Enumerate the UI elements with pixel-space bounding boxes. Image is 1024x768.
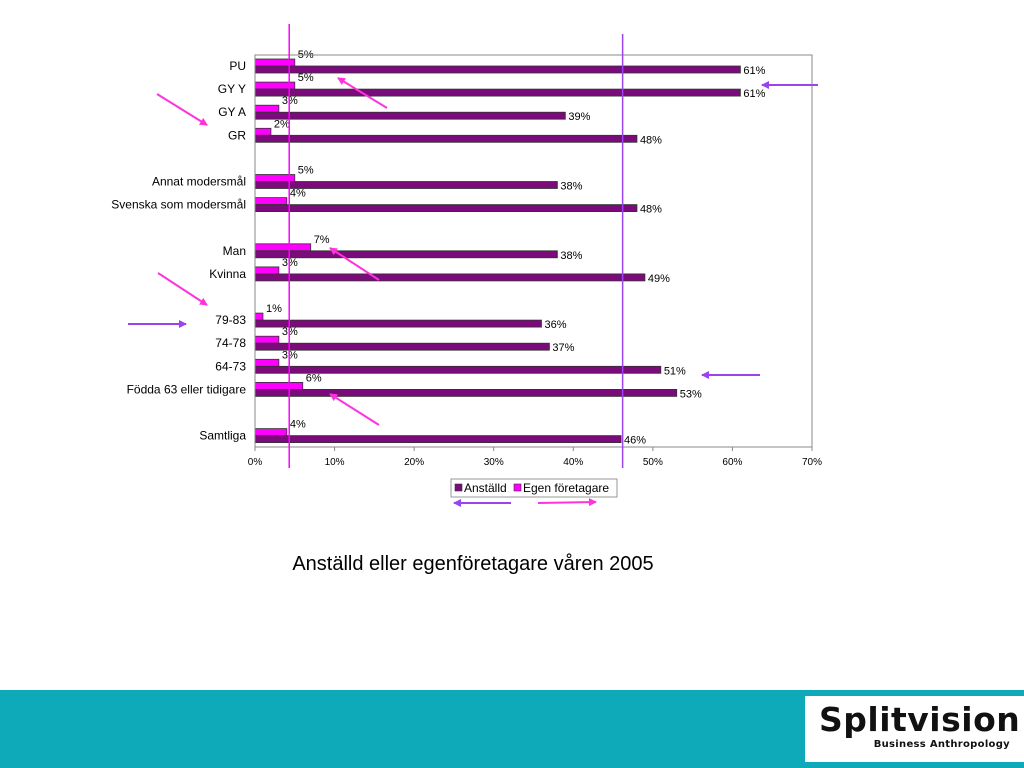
value-label-anstalld: 61% [743, 88, 765, 100]
value-label-anstalld: 53% [680, 388, 702, 400]
bar-anstalld [254, 435, 622, 444]
category-label: 79-83 [215, 313, 246, 327]
annotation-arrow [337, 77, 388, 109]
bar-anstalld [254, 273, 646, 282]
plot-area [254, 54, 813, 448]
bar-egen-foretagare [254, 127, 272, 136]
bar-anstalld [254, 65, 741, 74]
bar-anstalld [254, 319, 542, 328]
category-label: 64-73 [215, 359, 246, 373]
annotation-arrow [157, 272, 208, 306]
value-label-egen-foretagare: 5% [298, 165, 314, 177]
bar-egen-foretagare [254, 243, 312, 252]
value-label-anstalld: 37% [552, 342, 574, 354]
value-label-egen-foretagare: 6% [306, 372, 322, 384]
category-label: GR [228, 128, 246, 142]
value-label-anstalld: 49% [648, 273, 670, 285]
annotation-arrow [156, 93, 208, 126]
value-label-anstalld: 48% [640, 204, 662, 216]
value-label-egen-foretagare: 4% [290, 188, 306, 200]
chart-caption: Anställd eller egenföretagare våren 2005 [292, 553, 654, 575]
x-tick-label: 30% [484, 457, 504, 468]
bar-egen-foretagare [254, 312, 264, 321]
bar-egen-foretagare [254, 381, 304, 390]
bar-egen-foretagare [254, 197, 288, 206]
category-label: GY A [218, 105, 246, 119]
value-label-anstalld: 36% [544, 319, 566, 331]
bar-egen-foretagare [254, 104, 280, 113]
category-label: Man [223, 244, 246, 258]
legend-swatch-egen-foretagare [513, 483, 522, 492]
bar-anstalld [254, 111, 566, 120]
category-label: GY Y [218, 82, 246, 96]
annotation-arrow [537, 498, 597, 507]
bar-chart: 5%61%5%61%3%39%2%48%5%38%4%48%7%38%3%49%… [111, 24, 822, 507]
annotation-arrow [329, 247, 380, 281]
bar-egen-foretagare [254, 335, 280, 344]
x-tick-label: 20% [404, 457, 424, 468]
category-label: Samtliga [199, 429, 246, 443]
logo-name: Splitvision [819, 700, 1021, 739]
value-label-egen-foretagare: 5% [298, 72, 314, 84]
legend-label-anstalld: Anställd [464, 481, 507, 495]
value-label-anstalld: 38% [560, 250, 582, 262]
x-tick-label: 50% [643, 457, 663, 468]
value-label-egen-foretagare: 1% [266, 303, 282, 315]
legend-swatch-anstalld [454, 483, 463, 492]
x-tick-label: 40% [563, 457, 583, 468]
value-label-anstalld: 46% [624, 435, 646, 447]
x-tick-label: 0% [248, 457, 263, 468]
category-label: Annat modersmål [152, 175, 246, 189]
value-label-anstalld: 51% [664, 365, 686, 377]
bar-anstalld [254, 134, 638, 143]
value-label-anstalld: 38% [560, 181, 582, 193]
category-label: Kvinna [209, 267, 246, 281]
bar-egen-foretagare [254, 428, 288, 437]
bar-anstalld [254, 342, 550, 351]
bar-anstalld [254, 88, 741, 97]
category-label: Svenska som modersmål [111, 198, 246, 212]
value-label-anstalld: 39% [568, 111, 590, 123]
bar-egen-foretagare [254, 358, 280, 367]
x-tick-label: 70% [802, 457, 822, 468]
value-label-egen-foretagare: 7% [314, 234, 330, 246]
value-label-egen-foretagare: 2% [274, 118, 290, 130]
bar-anstalld [254, 250, 558, 259]
logo-tagline: Business Anthropology [873, 739, 1010, 750]
bar-egen-foretagare [254, 266, 280, 275]
bar-anstalld [254, 204, 638, 213]
company-logo: Splitvision Business Anthropology [805, 696, 1024, 762]
category-label: PU [229, 59, 246, 73]
annotation-arrow [329, 393, 380, 426]
value-label-anstalld: 61% [743, 65, 765, 77]
value-label-anstalld: 48% [640, 134, 662, 146]
category-label: Födda 63 eller tidigare [127, 382, 247, 396]
x-tick-label: 60% [722, 457, 742, 468]
legend-label-egen-foretagare: Egen företagare [523, 481, 609, 495]
value-label-egen-foretagare: 4% [290, 419, 306, 431]
x-tick-label: 10% [325, 457, 345, 468]
legend-box [450, 478, 618, 498]
bar-anstalld [254, 388, 678, 397]
category-label: 74-78 [215, 336, 246, 350]
chart-legend: Anställd Egen företagare [450, 478, 618, 498]
annotation-layer [128, 24, 818, 507]
